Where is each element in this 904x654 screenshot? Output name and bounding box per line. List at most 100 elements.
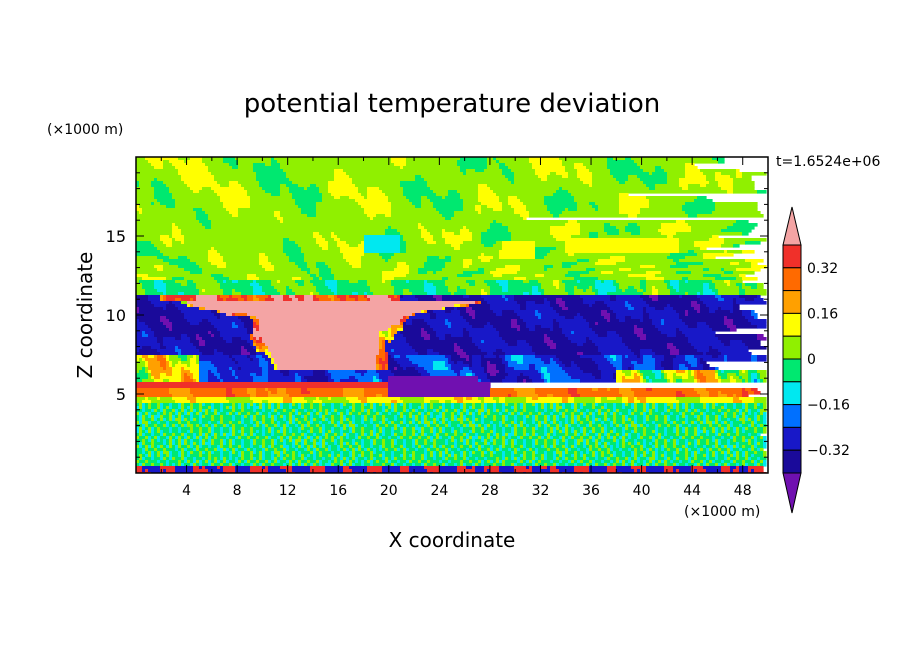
heatmap-cell [262,370,269,374]
heatmap-cell [157,406,161,410]
heatmap-cell [562,307,569,311]
heatmap-cell [469,322,488,326]
heatmap-cell [592,178,617,182]
heatmap-cell [544,274,566,278]
heatmap-cell [559,214,629,218]
heatmap-cell [670,352,680,356]
heatmap-cell [322,430,326,434]
heatmap-cell [223,424,227,428]
heatmap-cell [574,166,587,170]
heatmap-cell [514,403,518,407]
heatmap-cell [553,193,572,197]
heatmap-cell [562,163,575,167]
heatmap-cell [199,433,203,437]
heatmap-cell [511,394,518,398]
heatmap-cell [481,238,512,242]
heatmap-cell [607,331,617,335]
heatmap-cell [433,364,446,368]
heatmap-cell [274,214,281,218]
heatmap-cell [553,409,557,413]
heatmap-cell [343,427,347,431]
heatmap-cell [283,409,287,413]
heatmap-cell [457,430,461,434]
heatmap-cell [547,424,551,428]
heatmap-cell [220,184,230,188]
heatmap-cell [250,442,254,446]
heatmap-cell [733,223,758,227]
heatmap-cell [403,400,425,404]
heatmap-cell [538,418,545,422]
heatmap-cell [247,295,254,299]
heatmap-cell [472,232,482,236]
heatmap-cell [253,418,257,422]
heatmap-cell [586,340,593,344]
heatmap-cell [541,370,548,374]
heatmap-cell [412,418,416,422]
heatmap-cell [745,403,749,407]
heatmap-cell [253,358,260,362]
heatmap-cell [511,436,518,440]
heatmap-cell [226,298,239,302]
heatmap-cell [436,193,449,197]
heatmap-cell [691,421,695,425]
heatmap-cell [361,400,368,404]
heatmap-cell [388,361,398,365]
heatmap-cell [277,424,281,428]
heatmap-cell [754,298,764,302]
heatmap-cell [445,319,449,323]
heatmap-cell [733,376,740,380]
heatmap-cell [475,313,497,317]
heatmap-cell [283,433,287,437]
heatmap-cell [199,412,203,416]
heatmap-cell [565,430,569,434]
heatmap-cell [136,187,155,191]
heatmap-cell [469,433,476,437]
heatmap-cell [205,424,209,428]
heatmap-cell [715,406,722,410]
heatmap-cell [262,337,380,341]
heatmap-cell [736,403,743,407]
heatmap-cell [745,292,767,296]
heatmap-cell [265,352,272,356]
heatmap-cell [538,286,542,290]
heatmap-cell [238,325,245,329]
heatmap-cell [346,397,359,401]
heatmap-cell [496,241,503,245]
heatmap-cell [496,280,509,284]
heatmap-cell [709,181,719,185]
heatmap-cell [697,214,764,218]
heatmap-cell [727,355,752,359]
heatmap-cell [379,433,383,437]
heatmap-cell [412,439,416,443]
heatmap-cell [349,196,365,200]
heatmap-cell [640,208,683,212]
heatmap-cell [406,406,410,410]
heatmap-cell [625,427,629,431]
heatmap-cell [535,364,560,368]
heatmap-cell [427,229,443,233]
heatmap-cell [598,403,605,407]
heatmap-cell [220,439,224,443]
heatmap-cell [193,430,200,434]
heatmap-cell [394,355,401,359]
heatmap-cell [376,355,386,359]
heatmap-cell [187,184,221,188]
heatmap-cell [334,418,341,422]
heatmap-cell [364,241,401,245]
heatmap-cell [631,370,638,374]
heatmap-cell [565,370,584,374]
heatmap-cell [256,415,263,419]
heatmap-cell [253,292,266,296]
heatmap-cell [292,442,296,446]
heatmap-cell [286,421,290,425]
heatmap-cell [220,331,248,335]
heatmap-cell [751,262,758,266]
heatmap-cell [505,295,515,299]
heatmap-cell [268,364,275,368]
heatmap-cell [685,334,716,338]
heatmap-cell [391,256,428,260]
heatmap-cell [454,403,461,407]
heatmap-cell [613,424,617,428]
heatmap-cell [415,424,419,428]
heatmap-cell [235,442,242,446]
